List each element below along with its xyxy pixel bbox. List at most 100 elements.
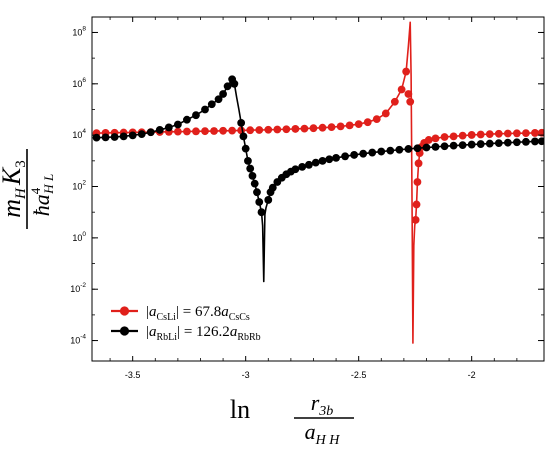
svg-text:|aRbLi| = 126.2aRbRb: |aRbLi| = 126.2aRbRb bbox=[146, 324, 261, 343]
data-point bbox=[512, 138, 521, 147]
data-point bbox=[406, 97, 415, 106]
legend-entry-rb-li: |aRbLi| = 126.2aRbRb bbox=[111, 324, 261, 343]
data-point bbox=[485, 130, 494, 139]
data-point bbox=[368, 148, 377, 157]
data-point bbox=[257, 208, 266, 217]
data-point bbox=[332, 154, 340, 162]
data-point bbox=[350, 151, 359, 159]
legend-lhs-sub-cs-li: CsLi bbox=[157, 312, 177, 323]
data-point bbox=[325, 155, 334, 164]
data-point bbox=[219, 90, 227, 98]
data-point bbox=[531, 129, 539, 137]
data-point bbox=[210, 127, 218, 135]
data-point bbox=[137, 130, 146, 139]
data-point bbox=[207, 100, 216, 109]
data-point bbox=[404, 145, 413, 153]
legend-marker-rb-li bbox=[119, 326, 130, 336]
data-point bbox=[201, 127, 209, 136]
data-point bbox=[440, 133, 449, 141]
ticks-layer: -3.5 -3 -2.5 -2 108 106 104 102 100 10-2 10-4 bbox=[70, 17, 544, 380]
data-point bbox=[363, 118, 372, 127]
data-point bbox=[467, 131, 476, 139]
data-point bbox=[377, 147, 386, 156]
ylabel-den-sup: 4 bbox=[28, 187, 43, 194]
data-point bbox=[494, 139, 503, 148]
data-point bbox=[246, 164, 255, 173]
data-point bbox=[298, 163, 307, 171]
data-point bbox=[386, 146, 395, 155]
data-point bbox=[119, 132, 128, 141]
data-point bbox=[458, 141, 467, 150]
data-point bbox=[300, 124, 309, 133]
data-point bbox=[264, 125, 273, 134]
xlabel-prefix: ln bbox=[230, 395, 250, 424]
data-point bbox=[402, 67, 411, 76]
y-tick-label: 104 bbox=[72, 128, 86, 140]
data-point bbox=[476, 130, 485, 139]
data-point bbox=[311, 158, 320, 167]
legend: |aCsLi| = 67.8aCsCs |aRbLi| = 126.2aRbRb bbox=[111, 304, 261, 343]
series-csli bbox=[92, 21, 544, 344]
legend-rhs-sub-cs-li: CsCs bbox=[229, 312, 250, 323]
data-point bbox=[397, 85, 406, 94]
ylabel-num-k: K bbox=[0, 166, 26, 186]
data-point bbox=[244, 156, 252, 165]
data-point bbox=[305, 160, 313, 169]
data-point bbox=[458, 131, 467, 140]
legend-op-rb-li: = 126.2 bbox=[184, 324, 230, 340]
xlabel-num-sub: 3b bbox=[318, 404, 333, 419]
data-point bbox=[237, 119, 246, 127]
data-point bbox=[291, 165, 300, 174]
data-point bbox=[503, 129, 512, 138]
ylabel-num-k-sub: 3 bbox=[13, 160, 29, 168]
plot-frame bbox=[91, 16, 545, 362]
data-point bbox=[183, 127, 191, 136]
data-point bbox=[250, 179, 259, 188]
y-tick-label: 10-4 bbox=[70, 334, 86, 346]
data-point bbox=[239, 132, 248, 141]
svg-text:ħa4H L: ħa4H L bbox=[28, 174, 56, 216]
data-point bbox=[512, 129, 521, 138]
data-point bbox=[424, 136, 433, 144]
data-point bbox=[467, 140, 476, 149]
data-point bbox=[411, 216, 420, 224]
xlabel-den-main: a bbox=[305, 419, 316, 444]
data-point bbox=[336, 122, 345, 131]
data-point bbox=[183, 115, 191, 124]
legend-marker-cs-li bbox=[119, 306, 130, 316]
data-point bbox=[381, 109, 390, 118]
data-point bbox=[413, 178, 422, 186]
ylabel-den-hbar: ħa bbox=[29, 194, 54, 216]
y-tick-label: 100 bbox=[72, 231, 86, 243]
data-point bbox=[372, 115, 381, 124]
xlabel-den-sub: H H bbox=[315, 433, 341, 448]
x-tick-label: -3 bbox=[242, 370, 250, 380]
data-point bbox=[485, 139, 494, 148]
data-point bbox=[230, 79, 239, 88]
svg-text:aH H: aH H bbox=[305, 419, 341, 448]
data-point bbox=[291, 125, 300, 133]
data-point bbox=[503, 138, 512, 147]
data-point bbox=[395, 145, 404, 154]
data-point bbox=[354, 120, 363, 128]
data-point bbox=[201, 105, 209, 114]
data-point bbox=[282, 125, 291, 134]
data-point bbox=[440, 142, 449, 151]
data-point bbox=[246, 126, 255, 135]
y-tick-label: 102 bbox=[72, 180, 86, 192]
data-point bbox=[531, 137, 539, 146]
data-point bbox=[273, 125, 282, 134]
y-tick-label: 10-2 bbox=[70, 282, 86, 294]
data-point bbox=[214, 95, 223, 104]
data-point bbox=[422, 143, 431, 152]
data-point bbox=[146, 128, 155, 137]
y-tick-label: 106 bbox=[72, 77, 86, 89]
data-point bbox=[404, 90, 413, 98]
data-point bbox=[413, 144, 422, 153]
data-point bbox=[241, 144, 250, 153]
data-point bbox=[253, 188, 261, 197]
ylabel-num-m: m bbox=[0, 199, 26, 218]
data-point bbox=[309, 124, 318, 133]
